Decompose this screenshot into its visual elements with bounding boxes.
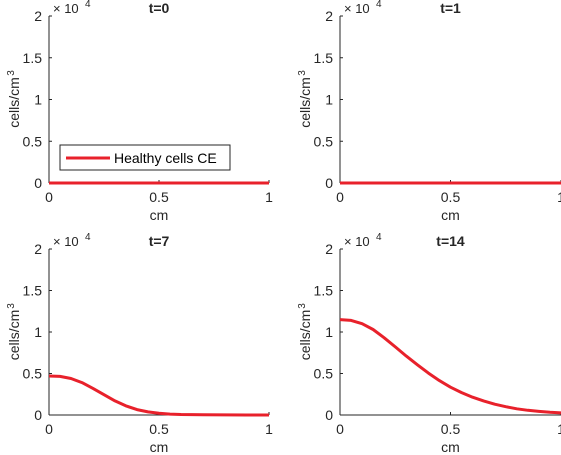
- x-tick-label: 1: [557, 421, 561, 437]
- y-tick-label: 2: [325, 241, 333, 257]
- axis-multiplier-exponent: 4: [376, 232, 382, 243]
- y-axis-label-superscript: 3: [6, 303, 17, 309]
- chart-panel-1: 0 0.5 1 1.5 2 0 0.5 1 × 10 4 t=1 cm cells/cm3: [297, 0, 561, 223]
- y-axis-label-superscript: 3: [297, 303, 308, 309]
- y-tick-label: 2: [34, 8, 42, 24]
- y-axis-label: cells/cm: [6, 310, 22, 361]
- x-tick-label: 1: [265, 421, 273, 437]
- y-tick-label: 1.5: [314, 283, 334, 299]
- x-tick-label: 0: [45, 421, 53, 437]
- y-axis-label: cells/cm: [297, 310, 313, 361]
- y-tick-label: 1.5: [314, 50, 334, 66]
- x-tick-label: 0: [336, 421, 344, 437]
- y-tick-label: 0.5: [23, 366, 43, 382]
- y-tick-label: 0.5: [314, 366, 334, 382]
- x-axis-label: cm: [441, 439, 460, 455]
- y-axis-label-superscript: 3: [297, 70, 308, 76]
- x-tick-label: 0.5: [441, 189, 461, 205]
- axis-multiplier-exponent: 4: [85, 232, 91, 243]
- axis-multiplier: × 10: [53, 1, 79, 16]
- x-axis-label: cm: [150, 439, 169, 455]
- x-axis-label: cm: [441, 207, 460, 223]
- y-tick-label: 2: [34, 241, 42, 257]
- x-axis-label: cm: [150, 207, 169, 223]
- y-tick-label: 0: [34, 175, 42, 191]
- x-tick-label: 1: [265, 189, 273, 205]
- chart-title: t=14: [436, 233, 465, 249]
- chart-title: t=0: [149, 0, 170, 16]
- y-tick-label: 1.5: [23, 50, 43, 66]
- chart-title: t=7: [149, 233, 170, 249]
- chart-panel-3: 0 0.5 1 1.5 2 0 0.5 1 × 10 4 t=14 cm cells/cm3: [297, 232, 561, 455]
- y-tick-label: 0.5: [23, 133, 43, 149]
- y-tick-label: 1: [325, 324, 333, 340]
- y-tick-label: 0: [325, 407, 333, 423]
- y-tick-label: 1: [325, 92, 333, 108]
- axis-multiplier-exponent: 4: [376, 0, 382, 10]
- axis-multiplier-exponent: 4: [85, 0, 91, 10]
- legend-entry: Healthy cells CE: [114, 150, 217, 166]
- legend: Healthy cells CE: [59, 144, 231, 171]
- axis-multiplier: × 10: [344, 234, 370, 249]
- x-tick-label: 1: [557, 189, 561, 205]
- series-line: [339, 318, 561, 415]
- y-axis-label: cells/cm: [297, 77, 313, 128]
- x-tick-label: 0.5: [149, 189, 169, 205]
- x-tick-label: 0.5: [149, 421, 169, 437]
- y-tick-label: 0: [325, 175, 333, 191]
- chart-title: t=1: [440, 0, 461, 16]
- y-axis-label: cells/cm: [6, 77, 22, 128]
- series-line: [48, 374, 269, 417]
- y-tick-label: 1: [34, 324, 42, 340]
- y-tick-label: 1: [34, 92, 42, 108]
- y-tick-label: 2: [325, 8, 333, 24]
- y-tick-label: 1.5: [23, 283, 43, 299]
- y-tick-label: 0.5: [314, 133, 334, 149]
- chart-panel-2: 0 0.5 1 1.5 2 0 0.5 1 × 10 4 t=7 cm cells/cm3: [6, 232, 273, 455]
- x-tick-label: 0: [45, 189, 53, 205]
- x-tick-label: 0: [336, 189, 344, 205]
- y-axis-label-superscript: 3: [6, 70, 17, 76]
- axis-multiplier: × 10: [53, 234, 79, 249]
- axis-multiplier: × 10: [344, 1, 370, 16]
- chart-panel-0: 0 0.5 1 1.5 2 0 0.5 1 × 10 4 t=0 cm cells/cm3 Healthy…: [6, 0, 273, 223]
- x-tick-label: 0.5: [441, 421, 461, 437]
- y-tick-label: 0: [34, 407, 42, 423]
